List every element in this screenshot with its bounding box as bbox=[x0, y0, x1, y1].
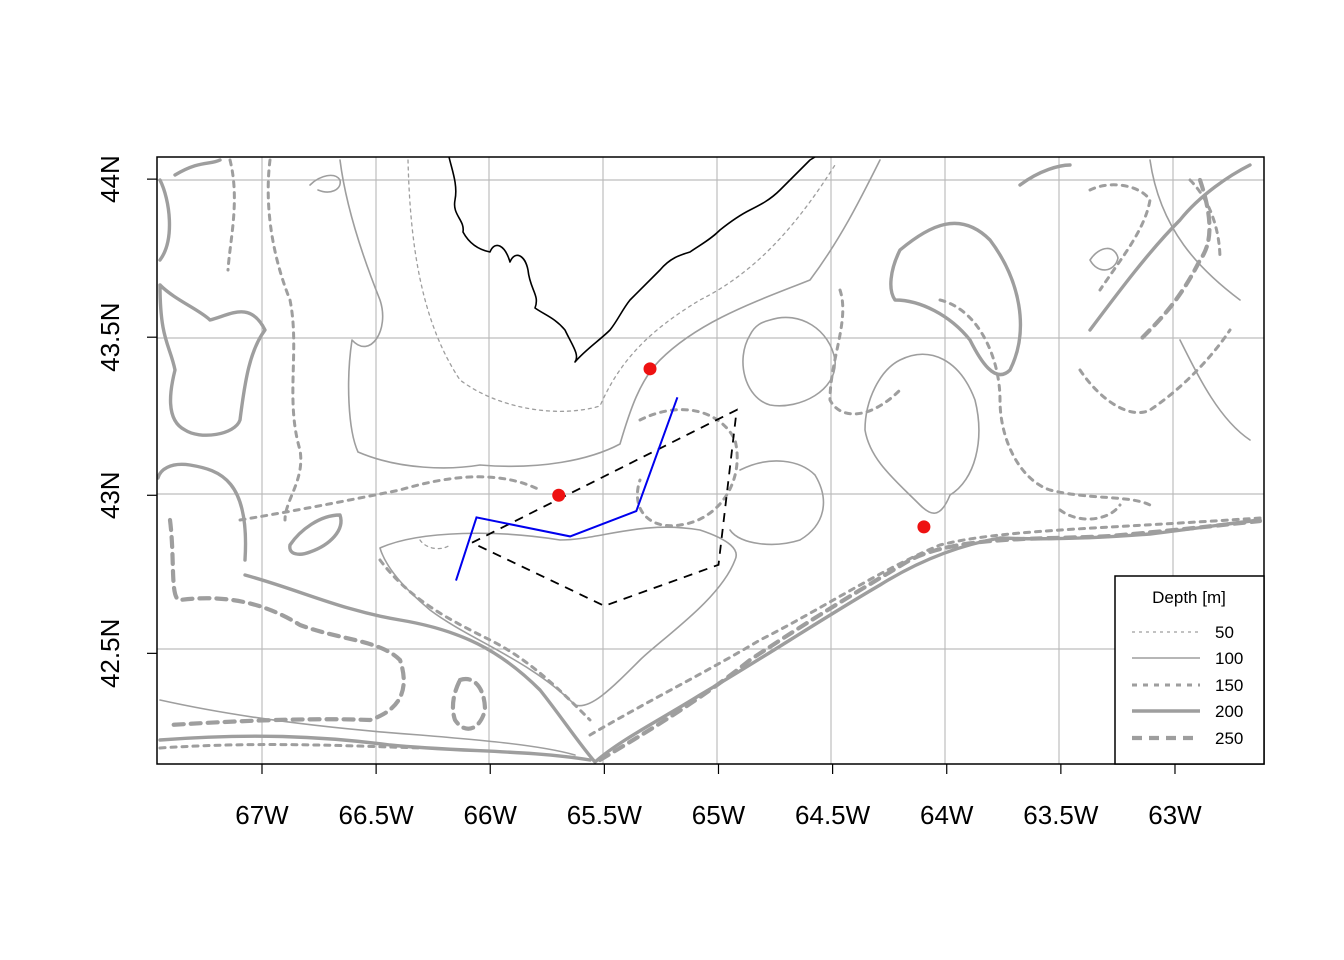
isobath-150m bbox=[226, 158, 236, 272]
station-marker bbox=[643, 362, 657, 376]
x-tick-label: 66.5W bbox=[339, 800, 415, 830]
isobath-100m bbox=[742, 316, 836, 407]
isobath-200m bbox=[173, 158, 222, 177]
x-tick-label: 63W bbox=[1148, 800, 1202, 830]
isobath-200m bbox=[1088, 163, 1252, 332]
isobath-200m bbox=[288, 513, 343, 556]
survey-polygon bbox=[471, 408, 738, 607]
isobath-100m bbox=[159, 699, 576, 756]
station-marker bbox=[917, 520, 931, 534]
plot-frame bbox=[156, 156, 1265, 765]
isobath-200m bbox=[243, 518, 1262, 764]
x-axis: 67W 66.5W 66W 65.5W 65W 64.5W 64W 63.5W 63W bbox=[235, 764, 1202, 830]
grid-lines bbox=[157, 157, 1264, 764]
isobath-100m bbox=[309, 174, 341, 193]
isobath-250m bbox=[167, 517, 406, 728]
isobath-200m bbox=[889, 221, 1023, 377]
isobath-100m bbox=[864, 353, 980, 514]
isobath-150m bbox=[1058, 503, 1122, 521]
isobath-100m bbox=[339, 159, 881, 469]
isobath-250m bbox=[597, 518, 1263, 763]
isobath-200m bbox=[1018, 163, 1072, 187]
isobath-150m bbox=[378, 558, 592, 722]
depth-legend: Depth [m] 50 100 150 200 250 bbox=[1114, 575, 1265, 765]
isobath-150m bbox=[938, 298, 1152, 507]
isobath-150m bbox=[1088, 183, 1152, 292]
x-tick-label: 67W bbox=[235, 800, 289, 830]
x-tick-label: 64.5W bbox=[795, 800, 871, 830]
isobath-150m bbox=[238, 475, 542, 522]
y-tick-label: 44N bbox=[95, 155, 125, 203]
isobath-100m bbox=[379, 526, 737, 707]
isobath-200m bbox=[158, 283, 267, 437]
isobath-150m bbox=[588, 516, 1262, 737]
isobath-250m bbox=[1137, 177, 1212, 343]
coastline bbox=[448, 157, 816, 363]
x-tick-label: 66W bbox=[464, 800, 518, 830]
isobath-200m bbox=[157, 462, 248, 562]
isobath-150m bbox=[635, 408, 739, 528]
x-tick-label: 63.5W bbox=[1023, 800, 1099, 830]
legend-label-200: 200 bbox=[1215, 702, 1243, 721]
isobath-100m bbox=[1179, 339, 1251, 441]
isobath-100m bbox=[729, 460, 825, 546]
legend-title: Depth [m] bbox=[1152, 588, 1226, 607]
isobath-100m bbox=[1149, 159, 1241, 301]
isobath-150m bbox=[828, 288, 902, 416]
station-marker bbox=[552, 488, 566, 502]
isobath-150m bbox=[158, 743, 422, 750]
x-tick-label: 64W bbox=[920, 800, 974, 830]
isobath-200m bbox=[158, 734, 592, 762]
y-tick-label: 43N bbox=[95, 471, 125, 519]
ship-track bbox=[455, 396, 679, 581]
y-tick-label: 42.5N bbox=[95, 619, 125, 688]
isobath-200m bbox=[158, 178, 172, 262]
x-tick-label: 65.5W bbox=[567, 800, 643, 830]
legend-label-250: 250 bbox=[1215, 729, 1243, 748]
legend-label-50: 50 bbox=[1215, 623, 1234, 642]
isobath-150m bbox=[1078, 328, 1232, 415]
y-tick-label: 43.5N bbox=[95, 303, 125, 372]
isobaths bbox=[157, 158, 1263, 764]
isobath-150m bbox=[1188, 178, 1222, 262]
legend-label-100: 100 bbox=[1215, 649, 1243, 668]
station-markers bbox=[552, 362, 931, 534]
legend-label-150: 150 bbox=[1215, 676, 1243, 695]
isobath-150m bbox=[266, 158, 303, 522]
isobath-50m bbox=[407, 159, 836, 412]
y-axis: 44N 43.5N 43N 42.5N bbox=[95, 155, 157, 688]
isobath-100m bbox=[1089, 247, 1119, 271]
isobath-50m bbox=[419, 539, 451, 550]
isobath-250m bbox=[450, 676, 488, 731]
x-tick-label: 65W bbox=[692, 800, 746, 830]
legend-box bbox=[1114, 575, 1265, 765]
